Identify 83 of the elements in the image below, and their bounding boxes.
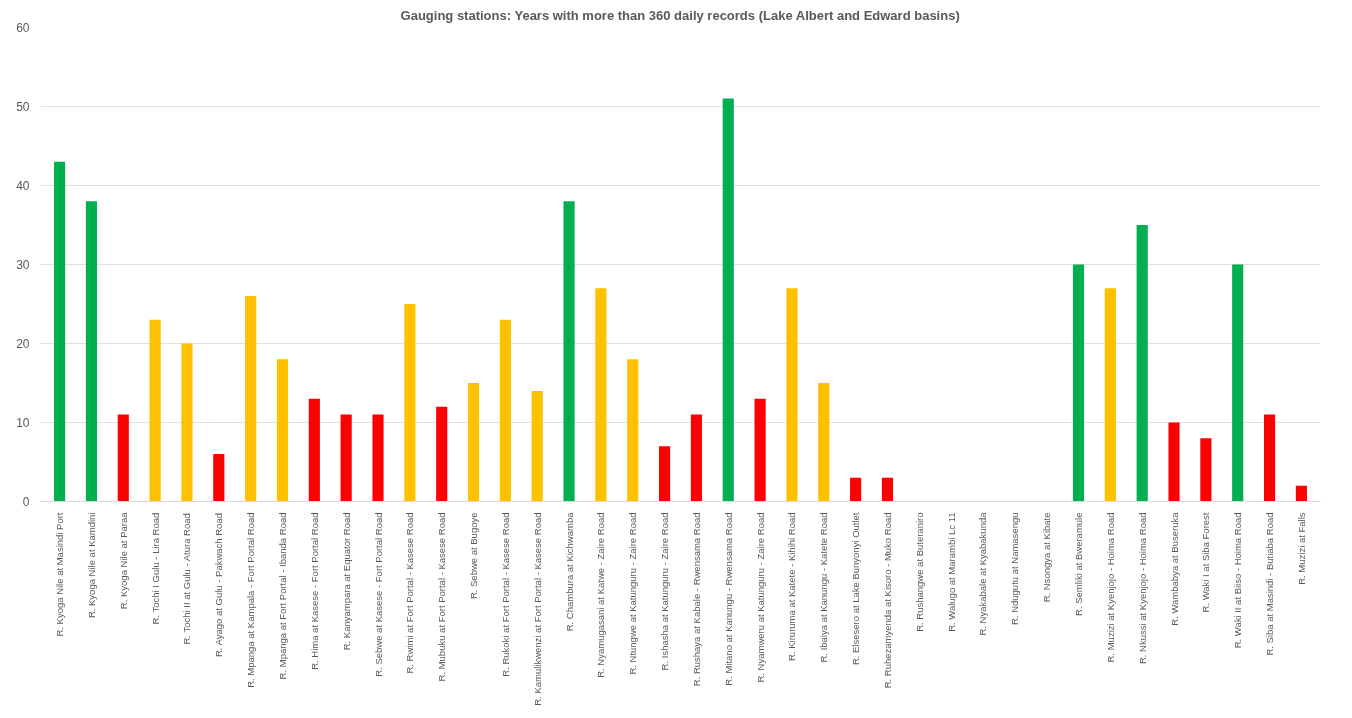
bar [436, 406, 448, 502]
bar [850, 477, 862, 502]
bar [467, 383, 480, 502]
x-tick-label: R. Elsesero at Lake Bunyonyi Outlet [850, 512, 862, 666]
x-tick-label: R. Waki I at Siba Forest [1200, 512, 1212, 613]
bar [1072, 264, 1085, 502]
x-tick-label: R. Mpanga at Kampala - Fort Portal Road [245, 512, 257, 688]
x-tick-label: R. Mubuku at Fort Portal - Kasese Road [436, 512, 448, 682]
x-tick-label: R. Ndugutu at Namasengu [1009, 512, 1021, 625]
bar [1136, 225, 1148, 502]
bar [627, 359, 639, 502]
x-tick-label: R. Tochi I Gulu - Lira Road [149, 512, 161, 625]
bar [1263, 414, 1276, 502]
bar [1200, 438, 1212, 502]
x-tick-label: R. Kiruruma at Katete - Kihihi Road [786, 512, 798, 661]
x-tick-label: R. Nyamweru at Katunguru - Zaire Road [754, 512, 766, 683]
x-tick-label: R. Ntungwe at Katunguru - Zaire Road [627, 512, 639, 675]
x-tick-label: R. Rushaya at Kabale - Rwensama Road [690, 512, 702, 687]
bar [54, 161, 66, 502]
y-tick-label: 60 [16, 21, 30, 35]
bar [818, 383, 830, 502]
x-tick-label: R. Ibaiya at Kanungu - Katete Road [818, 512, 830, 663]
y-tick-label: 50 [16, 100, 30, 114]
x-tick-label: R. Ruhezamyenda at Kisoro - Muko Road [881, 512, 893, 689]
x-tick-label: R. Kyoga Nile at Masindi Port [54, 512, 66, 637]
x-tick-label: R. Rukoki at Fort Portal - Kasese Road [499, 512, 511, 677]
bar [1232, 264, 1244, 502]
y-tick-label: 30 [16, 258, 30, 272]
bar [149, 319, 161, 502]
bar [1104, 288, 1116, 502]
bar [308, 398, 320, 502]
x-tick-label: R. Sebwe at Bugoye [468, 512, 480, 600]
x-tick-label: R. Mitano at Kanungu - Rwensama Road [722, 512, 734, 686]
bar [722, 98, 734, 502]
x-tick-label: R. Kyoga Nile at Kamdini [85, 512, 97, 619]
x-tick-label: R. Mpanga at Fort Portal - Ibanda Road [276, 512, 288, 680]
x-tick-label: R. Nyakabale at Kyabakunda [977, 511, 989, 636]
bar [881, 477, 894, 502]
bar [754, 398, 766, 502]
bar [563, 201, 575, 502]
bar [181, 343, 193, 502]
x-tick-label: R. Tochi II at Gulu - Atura Road [181, 513, 193, 645]
x-tick-label: R. Walugo at Marambi Lc 11 [945, 512, 957, 632]
x-tick-label: R. Chambura at Kichwamba [563, 511, 575, 632]
x-tick-label: R. Muzizi at Falls [1295, 512, 1307, 585]
x-tick-label: R. Ishasha at Katunguru - Zaire Road [659, 512, 671, 671]
y-tick-label: 20 [16, 337, 30, 351]
y-tick-label: 0 [22, 495, 30, 509]
bar [786, 288, 798, 502]
bar [499, 319, 511, 502]
bar [690, 414, 702, 502]
bar [340, 414, 352, 502]
bar [213, 454, 225, 502]
bar [531, 390, 543, 502]
bar [372, 414, 384, 502]
bar [245, 296, 257, 502]
bar [404, 304, 416, 502]
x-tick-label: R. Nyamugasani at Katwe - Zaire Road [595, 512, 607, 678]
x-tick-label: R. Kanyampara at Equator Road [340, 512, 352, 651]
bar [595, 288, 607, 502]
bar [276, 359, 289, 502]
y-tick-label: 10 [16, 416, 30, 430]
bar [659, 446, 671, 502]
x-tick-label: R. Wambabya at Buseruka [1168, 511, 1180, 626]
x-tick-label: R. Waki II at Biiso - Hoima Road [1232, 512, 1244, 649]
x-tick-label: R. Muzizi at Kyenjojo - Hoima Road [1104, 512, 1116, 663]
x-tick-label: R. Kamulikwenzi at Fort Portal - Kasese Road [531, 512, 543, 706]
x-tick-label: R. Nkussi at Kyenjojo - Hoima Road [1136, 512, 1148, 665]
bar [1295, 485, 1307, 502]
x-tick-label: R. Kyoga Nile at Paraa [117, 511, 129, 610]
x-tick-label: R. Rushangwe at Buteraniro [913, 512, 925, 632]
chart-title: Gauging stations: Years with more than 360 daily records (Lake Albert and Edward basins) [400, 7, 960, 23]
x-tick-label: R. Sebwe at Kasese - Fort Portal Road [372, 512, 384, 677]
x-tick-label: R. Hima at Kasese - Fort Portal Road [308, 512, 320, 670]
x-tick-label: R. Rwimi at Fort Portal - Kasese Road [404, 512, 416, 674]
bar [1168, 422, 1180, 502]
x-tick-label: R. Siba at Masindi - Butiaba Road [1264, 512, 1276, 656]
bar [117, 414, 129, 502]
x-tick-label: R. Ayago at Gulu - Pakwach Road [213, 513, 225, 658]
bar [85, 201, 98, 502]
x-tick-label: R. Nsongya at Kibate [1041, 512, 1053, 603]
x-tick-label: R. Semliki at Bweramule [1073, 512, 1085, 616]
y-tick-label: 40 [16, 179, 30, 193]
